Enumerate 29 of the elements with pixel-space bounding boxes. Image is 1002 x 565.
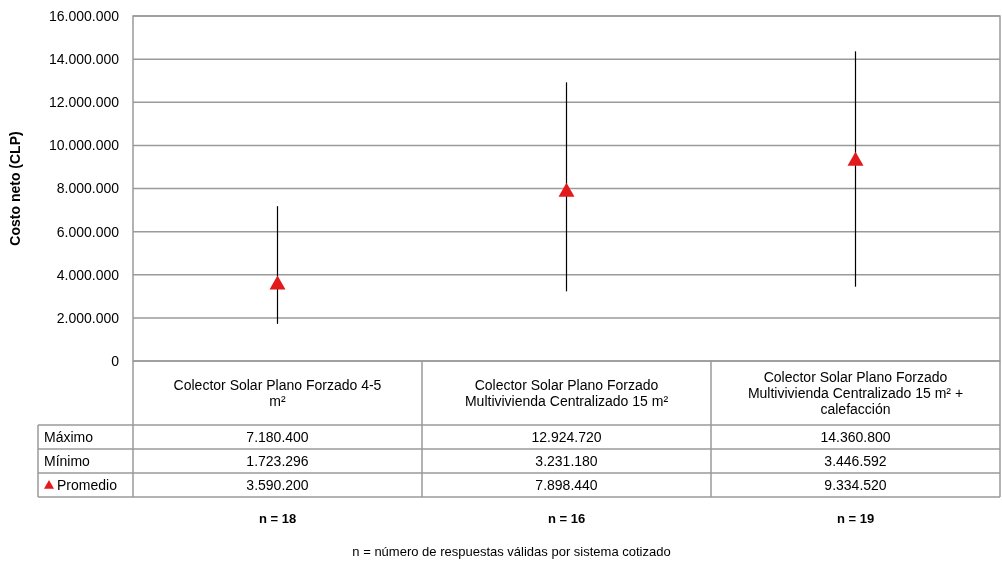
x-tick-label: Colector Solar Plano Forzado Multivivienda Centralizado 15 m² bbox=[464, 376, 669, 409]
y-tick-label: 10.000.000 bbox=[48, 137, 120, 154]
text: 12.924.720 bbox=[531, 428, 602, 445]
text: n = 16 bbox=[547, 510, 586, 526]
legend-label: Promedio bbox=[57, 476, 118, 493]
text: Máximo bbox=[44, 428, 94, 445]
y-tick-label: 16.000.000 bbox=[48, 7, 120, 24]
text: 3.446.592 bbox=[824, 452, 887, 469]
text: Mínimo bbox=[44, 452, 91, 469]
y-tick-label: 0 bbox=[111, 352, 120, 369]
text: 7.180.400 bbox=[246, 428, 309, 445]
y-tick-label: 2.000.000 bbox=[56, 309, 120, 326]
y-tick-label: 14.000.000 bbox=[48, 51, 120, 68]
data-label: 7.898.440 bbox=[535, 476, 598, 493]
y-axis-title: Costo neto (CLP) bbox=[7, 131, 23, 246]
text: 14.360.800 bbox=[820, 428, 891, 445]
text: n = 18 bbox=[258, 510, 297, 526]
text: n = 19 bbox=[836, 510, 875, 526]
y-tick-label: 4.000.000 bbox=[56, 266, 120, 283]
text: 3.231.180 bbox=[535, 452, 598, 469]
x-tick-label: Colector Solar Plano Forzado 4-5 m² bbox=[173, 376, 382, 409]
text: 1.723.296 bbox=[246, 452, 309, 469]
data-label: 3.590.200 bbox=[246, 476, 309, 493]
y-tick-label: 12.000.000 bbox=[48, 94, 120, 111]
text: n = número de respuestas válidas por sistema cotizado bbox=[352, 543, 671, 559]
y-tick-label: 8.000.000 bbox=[56, 180, 120, 197]
data-label: 9.334.520 bbox=[824, 476, 887, 493]
y-tick-label: 6.000.000 bbox=[56, 223, 120, 240]
x-tick-label: Colector Solar Plano Forzado Multivivienda Centralizado 15 m² + calefacción bbox=[747, 368, 964, 417]
